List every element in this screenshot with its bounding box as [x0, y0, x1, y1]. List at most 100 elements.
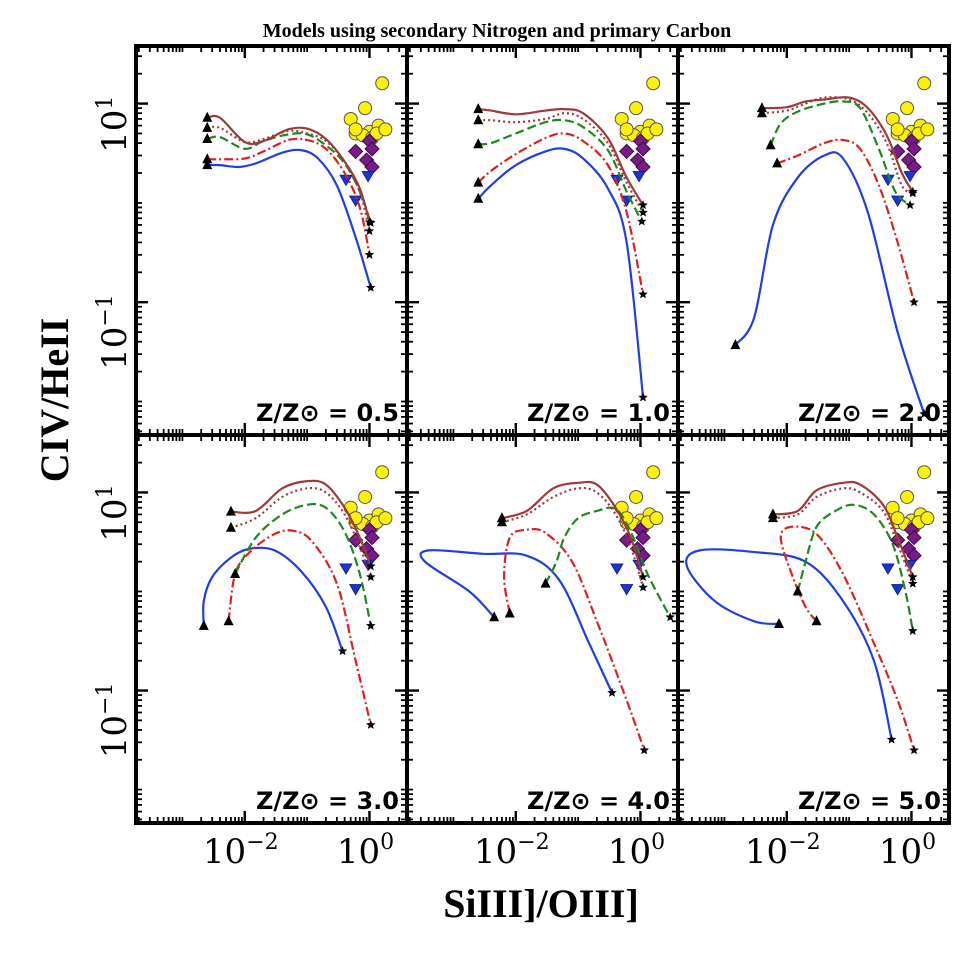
start-marker	[473, 103, 484, 114]
start-marker	[198, 619, 209, 630]
start-marker	[202, 153, 213, 164]
model-curve-green	[796, 503, 914, 632]
panel-label: Z/Z⊙ = 4.0	[527, 787, 670, 815]
obs-triangle	[881, 563, 895, 575]
obs-circle	[629, 489, 644, 504]
start-marker	[473, 176, 484, 187]
model-curve-brown	[761, 96, 914, 193]
end-marker	[638, 200, 648, 210]
start-marker	[202, 111, 213, 122]
panel-frame	[676, 433, 951, 825]
obs-diamond	[635, 141, 651, 157]
model-curve-brown_dotted	[761, 96, 914, 195]
start-marker	[540, 577, 551, 588]
end-marker	[638, 207, 648, 217]
start-marker	[730, 339, 741, 350]
end-marker	[637, 216, 647, 226]
start-marker	[202, 159, 213, 170]
obs-diamond	[364, 529, 380, 546]
start-marker	[225, 521, 236, 532]
start-marker	[756, 102, 767, 113]
panel-label: Z/Z⊙ = 1.0	[527, 399, 670, 427]
end-marker	[908, 572, 918, 582]
end-marker	[909, 745, 919, 755]
model-curve-green	[478, 118, 643, 222]
obs-circle	[649, 511, 664, 526]
obs-circle	[917, 76, 932, 91]
model-curve-brown	[207, 114, 371, 223]
end-marker	[366, 282, 376, 292]
obs-circle	[375, 76, 390, 91]
end-marker	[905, 200, 915, 210]
model-curve-blue	[207, 148, 372, 289]
end-marker	[337, 646, 348, 656]
end-marker	[364, 217, 375, 227]
model-curve-red	[227, 529, 372, 726]
obs-circle	[900, 489, 915, 504]
model-curve-green	[544, 506, 672, 618]
end-marker	[638, 582, 648, 592]
obs-triangle	[890, 195, 905, 207]
start-marker	[792, 585, 803, 596]
model-curve-red	[503, 527, 646, 751]
model-curve-green	[234, 502, 372, 627]
obs-diamond	[347, 143, 364, 160]
end-marker	[908, 625, 918, 635]
obs-circle	[900, 101, 915, 116]
obs-circle	[378, 511, 393, 526]
panel-5: Z/Z⊙ = 4.0 10−2 100	[405, 433, 680, 872]
obs-triangle	[890, 584, 905, 596]
y-axis-label: CIV/HeII	[32, 318, 77, 482]
x-tick-label: 10−2	[745, 830, 821, 872]
obs-circle	[649, 122, 664, 137]
start-marker	[756, 107, 767, 118]
panel-label: Z/Z⊙ = 2.0	[798, 399, 941, 427]
panel-label: Z/Z⊙ = 5.0	[798, 787, 941, 815]
y-tick-label: 10−1	[93, 294, 135, 370]
panel-label: Z/Z⊙ = 0.5	[256, 399, 399, 427]
obs-diamond	[906, 141, 922, 157]
end-marker	[909, 297, 919, 307]
obs-triangle	[619, 584, 634, 596]
model-curve-brown_dotted	[501, 486, 645, 588]
model-curve-blue	[419, 549, 614, 694]
model-curve-brown_dotted	[478, 112, 645, 214]
chart-title: Models using secondary Nitrogen and prim…	[263, 20, 732, 42]
model-curve-green	[769, 100, 911, 206]
y-tick-label: 10−1	[93, 683, 135, 759]
panel-2: Z/Z⊙ = 1.0	[405, 44, 680, 437]
end-marker	[908, 186, 918, 196]
obs-diamond	[364, 141, 380, 157]
start-marker	[473, 138, 484, 149]
x-tick-label: 100	[608, 830, 665, 872]
y-tick-label: 101	[93, 484, 135, 541]
obs-triangle	[348, 584, 363, 596]
obs-triangle	[903, 171, 917, 183]
panel-4: Z/Z⊙ = 3.0 101 10−1 10−2 100	[93, 433, 409, 872]
panel-6: Z/Z⊙ = 5.0 10−2 100	[676, 433, 951, 872]
panel-3: Z/Z⊙ = 2.0	[676, 44, 951, 437]
x-axis-label: SiIII]/OIII]	[443, 881, 639, 926]
end-marker	[364, 226, 375, 236]
obs-circle	[646, 465, 661, 480]
end-marker	[638, 392, 648, 402]
end-marker	[366, 620, 376, 630]
model-curve-brown	[501, 480, 645, 578]
x-tick-label: 100	[337, 830, 394, 872]
start-marker	[225, 505, 236, 516]
obs-circle	[348, 122, 363, 137]
obs-triangle	[339, 563, 353, 575]
obs-diamond	[618, 143, 635, 160]
model-curve-blue	[685, 548, 893, 740]
obs-diamond	[906, 529, 922, 546]
end-marker	[364, 249, 375, 259]
obs-circle	[375, 465, 390, 480]
start-marker	[772, 157, 783, 168]
obs-circle	[358, 101, 373, 116]
start-marker	[504, 607, 515, 618]
start-marker	[765, 139, 776, 150]
end-marker	[366, 561, 376, 571]
start-marker	[202, 132, 213, 143]
end-marker	[919, 408, 929, 418]
